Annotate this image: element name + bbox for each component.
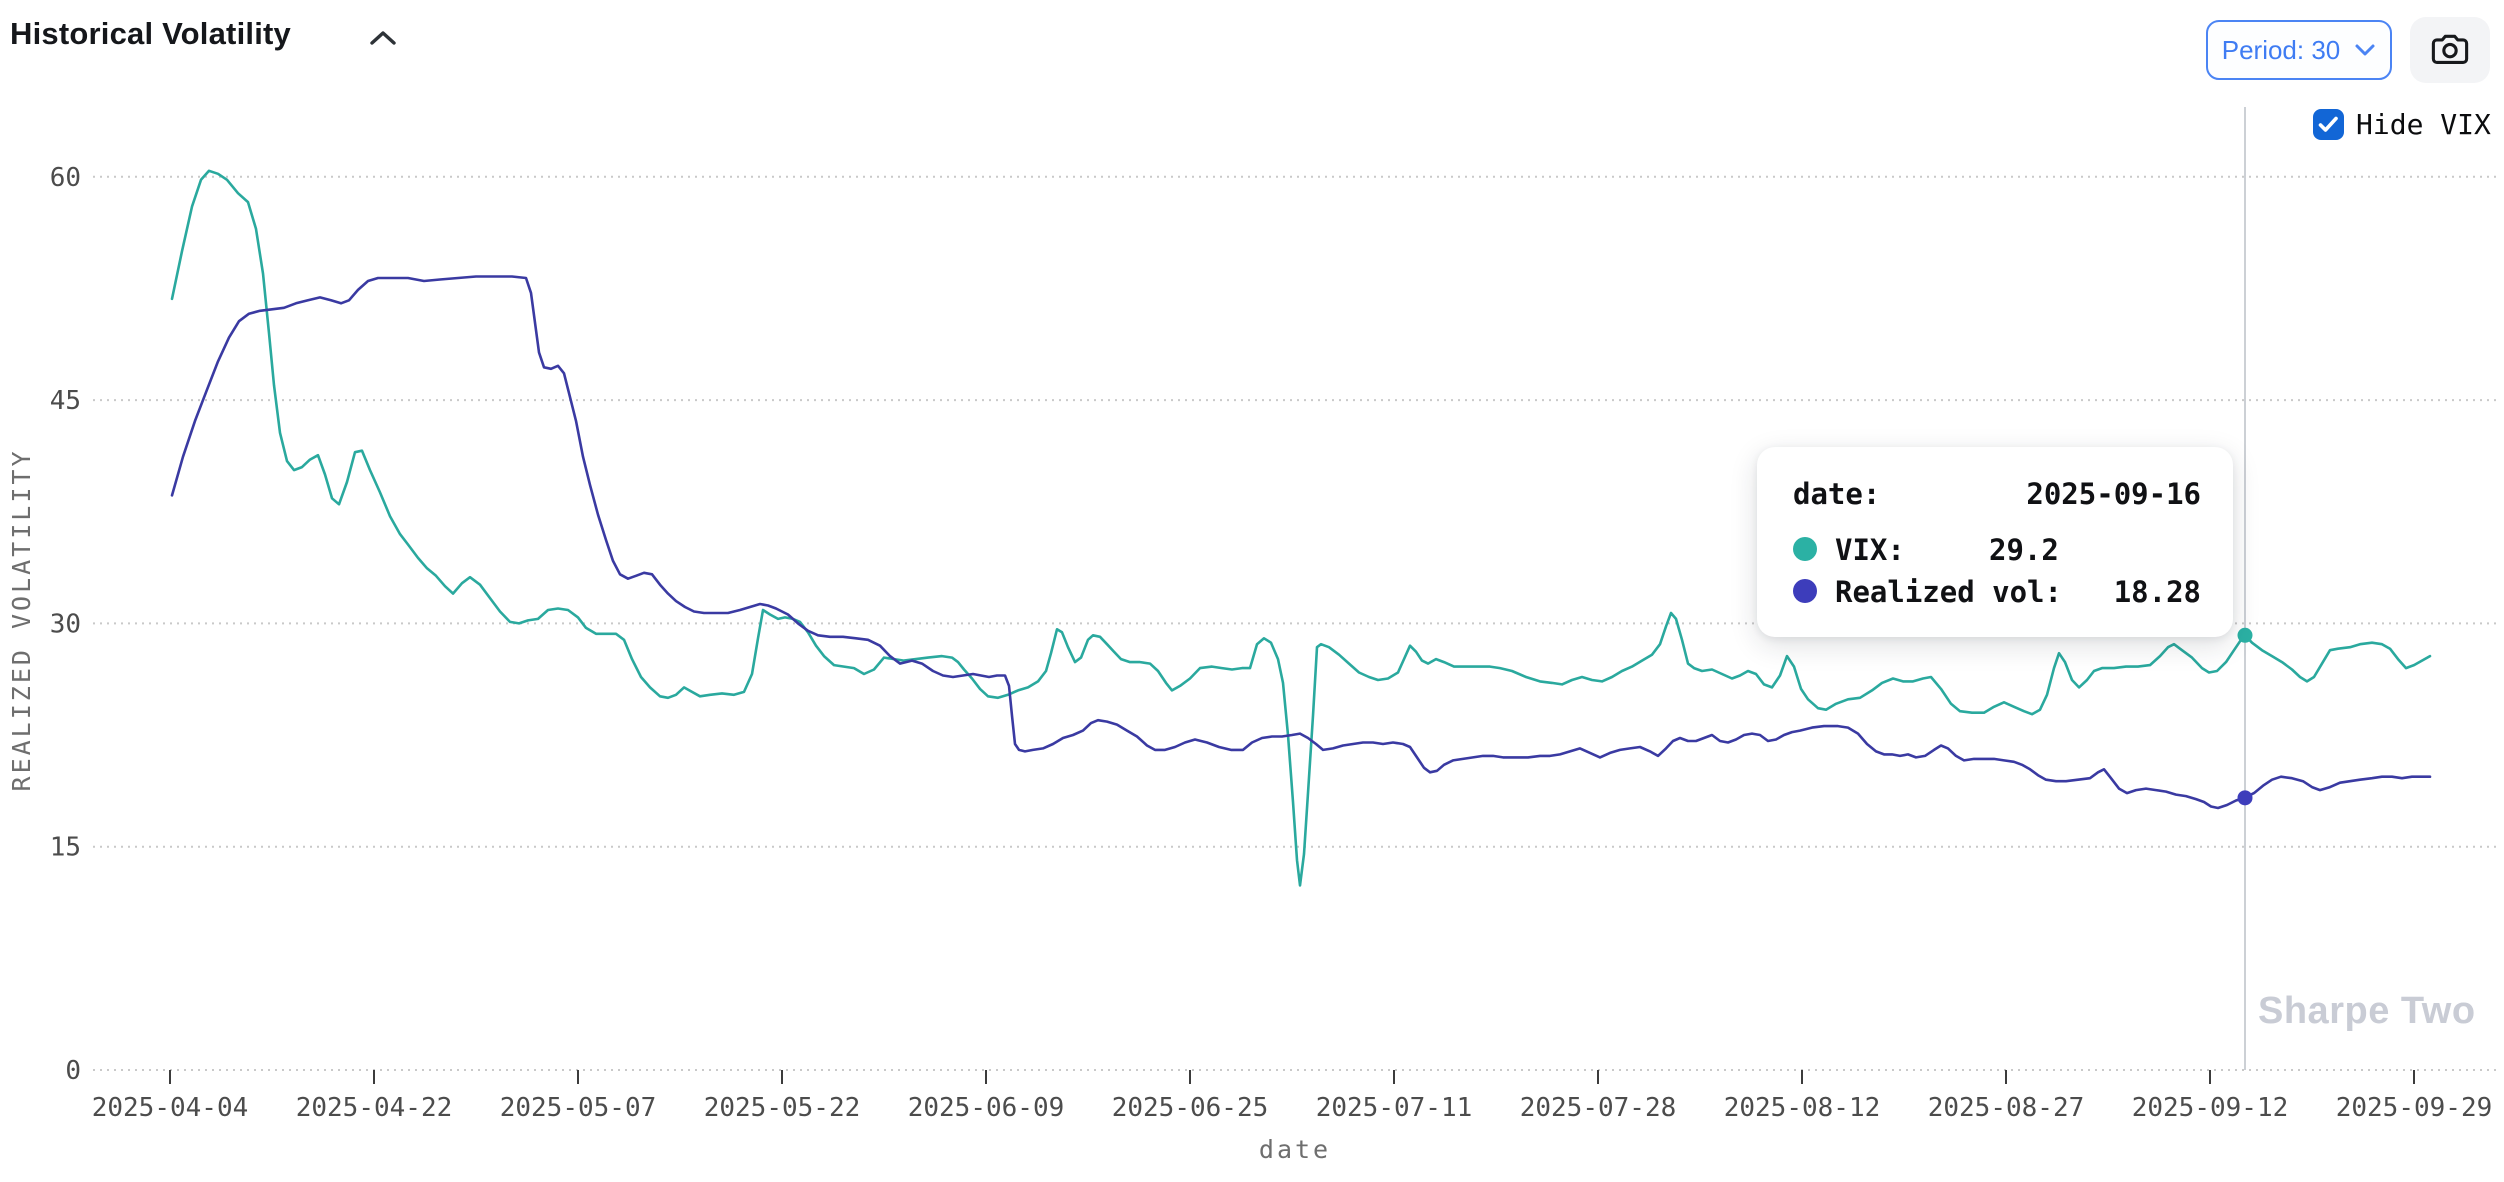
period-dropdown-label: Period: 30 bbox=[2221, 34, 2341, 65]
camera-icon bbox=[2431, 34, 2469, 65]
realized-vol-legend-dot bbox=[1793, 579, 1817, 603]
x-tick-label: 2025-09-12 bbox=[2132, 1093, 2289, 1123]
chart-tooltip: date: 2025-09-16 VIX: 29.2 Realized vol:… bbox=[1757, 447, 2233, 637]
x-tick-label: 2025-05-22 bbox=[704, 1093, 861, 1123]
vix-legend-dot bbox=[1793, 537, 1817, 561]
x-tick-label: 2025-07-11 bbox=[1316, 1093, 1473, 1123]
x-tick-label: 2025-08-12 bbox=[1724, 1093, 1881, 1123]
y-tick-label: 0 bbox=[65, 1056, 81, 1086]
tooltip-date-value: 2025-09-16 bbox=[2026, 477, 2201, 511]
hide-vix-label: Hide VIX bbox=[2356, 108, 2491, 141]
x-tick-label: 2025-04-22 bbox=[296, 1093, 453, 1123]
tooltip-realized-label: Realized vol: bbox=[1835, 575, 2062, 609]
hide-vix-checkbox[interactable] bbox=[2313, 109, 2344, 140]
y-tick-label: 15 bbox=[50, 833, 81, 863]
realized-vol-line bbox=[170, 275, 2432, 810]
vix-highlight-dot bbox=[2237, 627, 2253, 643]
watermark: Sharpe Two bbox=[2258, 990, 2476, 1032]
collapse-section-button[interactable] bbox=[366, 26, 400, 52]
x-tick-label: 2025-06-09 bbox=[908, 1093, 1065, 1123]
realized-vol-highlight-dot bbox=[2237, 790, 2253, 806]
y-tick-label: 60 bbox=[50, 163, 81, 193]
hide-vix-control[interactable]: Hide VIX bbox=[2313, 108, 2491, 141]
tooltip-vix-label: VIX: bbox=[1835, 533, 1905, 567]
x-axis-label: date bbox=[1259, 1135, 1331, 1164]
x-tick-label: 2025-07-28 bbox=[1520, 1093, 1677, 1123]
chevron-down-icon bbox=[2355, 44, 2375, 56]
y-tick-label: 45 bbox=[50, 386, 81, 416]
chevron-up-icon bbox=[370, 31, 396, 45]
checkmark-icon bbox=[2318, 116, 2338, 132]
x-tick-label: 2025-06-25 bbox=[1112, 1093, 1269, 1123]
y-axis-label: REALIZED VOLATILITY bbox=[7, 449, 36, 792]
tooltip-realized-value: 18.28 bbox=[2113, 575, 2201, 609]
period-dropdown[interactable]: Period: 30 bbox=[2206, 20, 2392, 80]
screenshot-button[interactable] bbox=[2410, 17, 2490, 83]
x-tick-label: 2025-08-27 bbox=[1928, 1093, 2085, 1123]
vix-line bbox=[170, 169, 2432, 887]
x-tick-label: 2025-05-07 bbox=[500, 1093, 657, 1123]
x-tick-label: 2025-04-04 bbox=[92, 1093, 249, 1123]
tooltip-date-label: date: bbox=[1793, 477, 1881, 511]
page-title: Historical Volatility bbox=[10, 16, 291, 51]
tooltip-vix-value: 29.2 bbox=[1989, 533, 2059, 567]
x-tick-label: 2025-09-29 bbox=[2336, 1093, 2493, 1123]
y-tick-label: 30 bbox=[50, 609, 81, 639]
